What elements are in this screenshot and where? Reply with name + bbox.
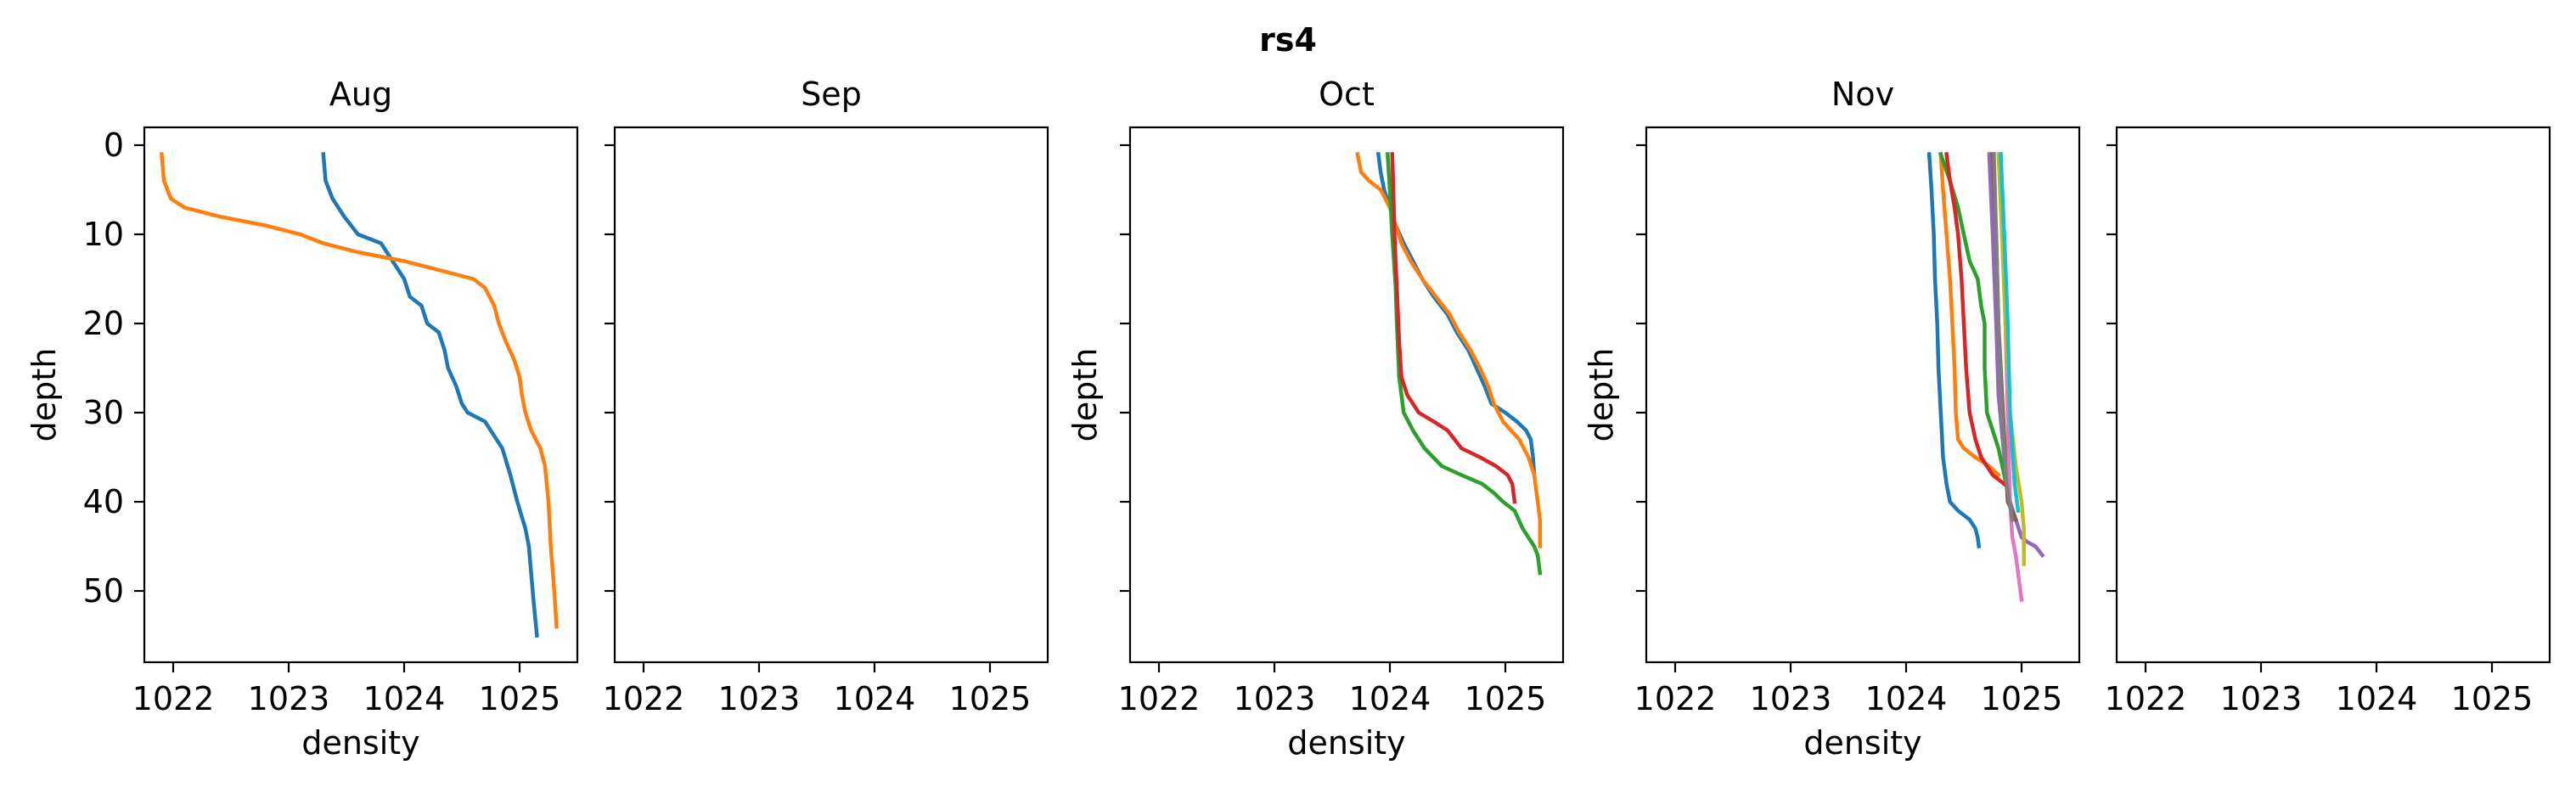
subplot-grid: 1022 1023 1024 1025 0 10 20 30 40 50 Aug density dep… xyxy=(25,76,2551,762)
series-group xyxy=(1926,151,2045,603)
subplot-2: 1022 1023 1024 1025 Sep xyxy=(603,76,1049,717)
x-tick-label: 1024 xyxy=(2336,680,2418,717)
x-tick-label: 1023 xyxy=(248,680,330,717)
subplot-title: Sep xyxy=(801,76,862,113)
y-tick-label: 0 xyxy=(104,127,124,164)
y-tick-label: 30 xyxy=(83,394,124,431)
series-line-4 xyxy=(1944,151,2007,487)
y-axis-label: depth xyxy=(1066,348,1104,442)
x-tick-label: 1024 xyxy=(1349,680,1431,717)
series-line-4 xyxy=(1390,152,1517,504)
subplot-title: Aug xyxy=(329,76,392,113)
x-tick-label: 1024 xyxy=(834,680,916,717)
series-line-1 xyxy=(1926,152,1982,549)
series-line-1 xyxy=(321,152,539,638)
subplot-title: Oct xyxy=(1319,76,1375,113)
y-axis-label: depth xyxy=(1583,348,1620,442)
series-line-2 xyxy=(1355,151,1543,548)
x-tick-label: 1025 xyxy=(949,680,1032,717)
x-tick-label: 1023 xyxy=(718,680,801,717)
subplot-4: 1022 1023 1024 1025 Nov density depth xyxy=(1583,76,2081,762)
axes-frame xyxy=(613,126,1049,664)
series-group xyxy=(159,152,559,638)
series-line-8 xyxy=(1992,152,2015,522)
x-tick-label: 1025 xyxy=(1981,680,2063,717)
x-tick-label: 1022 xyxy=(1634,680,1717,717)
x-tick-label: 1025 xyxy=(479,680,561,717)
y-tick-label: 10 xyxy=(83,216,124,253)
series-line-2 xyxy=(159,152,559,629)
x-axis-label: density xyxy=(1803,724,1921,762)
y-axis-label: depth xyxy=(25,348,63,442)
series-line-3 xyxy=(1385,152,1543,576)
x-tick-label: 1022 xyxy=(1118,680,1201,717)
series-line-3 xyxy=(1938,151,2011,496)
x-tick-label: 1023 xyxy=(2220,680,2303,717)
series-line-10 xyxy=(1999,152,2021,514)
x-tick-label: 1025 xyxy=(1465,680,1547,717)
x-tick-label: 1022 xyxy=(132,680,215,717)
y-tick-label: 20 xyxy=(83,305,124,342)
axes-frame xyxy=(143,126,579,664)
x-tick-label: 1024 xyxy=(363,680,446,717)
x-tick-label: 1025 xyxy=(2451,680,2534,717)
y-tick-label: 40 xyxy=(83,483,124,520)
axes-frame xyxy=(2115,126,2551,664)
axes-frame xyxy=(1645,126,2081,664)
subplot-title: Nov xyxy=(1831,76,1894,113)
x-tick-label: 1022 xyxy=(2105,680,2187,717)
y-tick-label: 50 xyxy=(83,572,124,610)
subplot-3: 1022 1023 1024 1025 Oct density depth xyxy=(1066,76,1565,762)
x-tick-label: 1023 xyxy=(1750,680,1832,717)
subplot-5: 1022 1023 1024 1025 xyxy=(2105,126,2551,717)
x-tick-label: 1023 xyxy=(1234,680,1316,717)
subplot-1: 1022 1023 1024 1025 0 10 20 30 40 50 Aug density dep… xyxy=(25,76,579,762)
x-axis-label: density xyxy=(301,724,419,762)
x-tick-label: 1022 xyxy=(603,680,685,717)
x-tick-label: 1024 xyxy=(1865,680,1948,717)
series-group xyxy=(1355,151,1543,576)
x-axis-label: density xyxy=(1287,724,1405,762)
series-line-1 xyxy=(1375,151,1537,477)
axes-frame xyxy=(1128,126,1565,664)
series-line-2 xyxy=(1938,152,2001,478)
figure-suptitle: rs4 xyxy=(1259,21,1317,59)
